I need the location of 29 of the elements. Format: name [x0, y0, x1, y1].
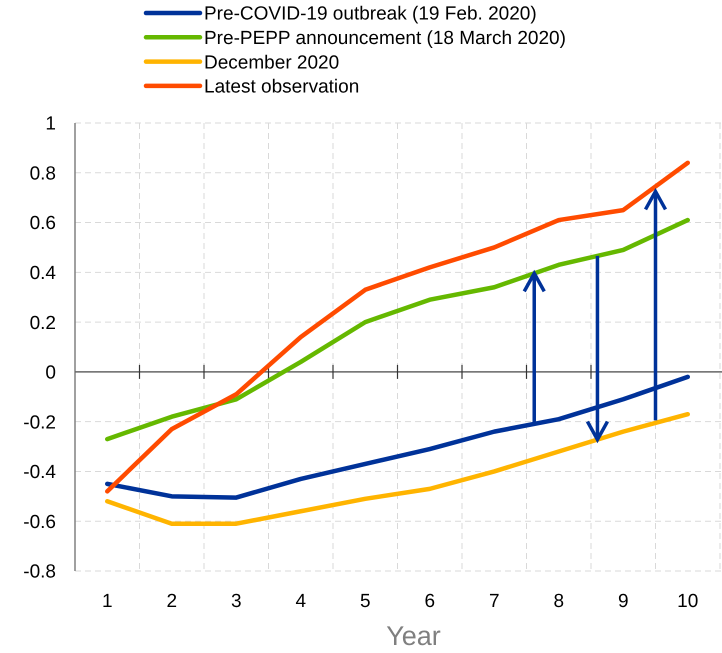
line-series	[105, 160, 690, 494]
x-tick-label: 4	[295, 591, 306, 612]
x-axis-title: Year	[386, 621, 441, 651]
x-tick-label: 5	[360, 591, 371, 612]
line-series	[105, 374, 690, 500]
y-tick-label: 1	[45, 114, 56, 135]
x-tick-label: 1	[102, 591, 113, 612]
legend-label: December 2020	[204, 52, 340, 74]
y-tick-label: 0.6	[30, 213, 56, 234]
x-tick-label: 10	[677, 591, 698, 612]
x-tick-label: 6	[424, 591, 436, 612]
x-tick-label: 2	[166, 591, 178, 612]
y-tick-label: -0.2	[23, 412, 56, 434]
y-tick-label: 0.2	[30, 312, 56, 334]
x-tick-label: 8	[553, 591, 564, 612]
x-tick-label: 9	[618, 591, 629, 612]
line-series	[105, 412, 690, 526]
y-tick-label: 0.4	[30, 262, 56, 284]
x-tick-label: 3	[230, 591, 242, 612]
x-tick-label: 7	[488, 591, 500, 612]
y-tick-label: -0.4	[23, 462, 56, 484]
legend-label: Latest observation	[204, 76, 360, 98]
y-tick-label: -0.8	[23, 562, 56, 583]
y-tick-label: 0.8	[30, 163, 56, 184]
legend-label: Pre-COVID-19 outbreak (19 Feb. 2020)	[204, 4, 537, 25]
line-series	[105, 218, 690, 442]
y-tick-label: 0	[45, 362, 56, 384]
legend-label: Pre-PEPP announcement (18 March 2020)	[204, 28, 566, 49]
y-tick-label: -0.6	[23, 512, 56, 533]
